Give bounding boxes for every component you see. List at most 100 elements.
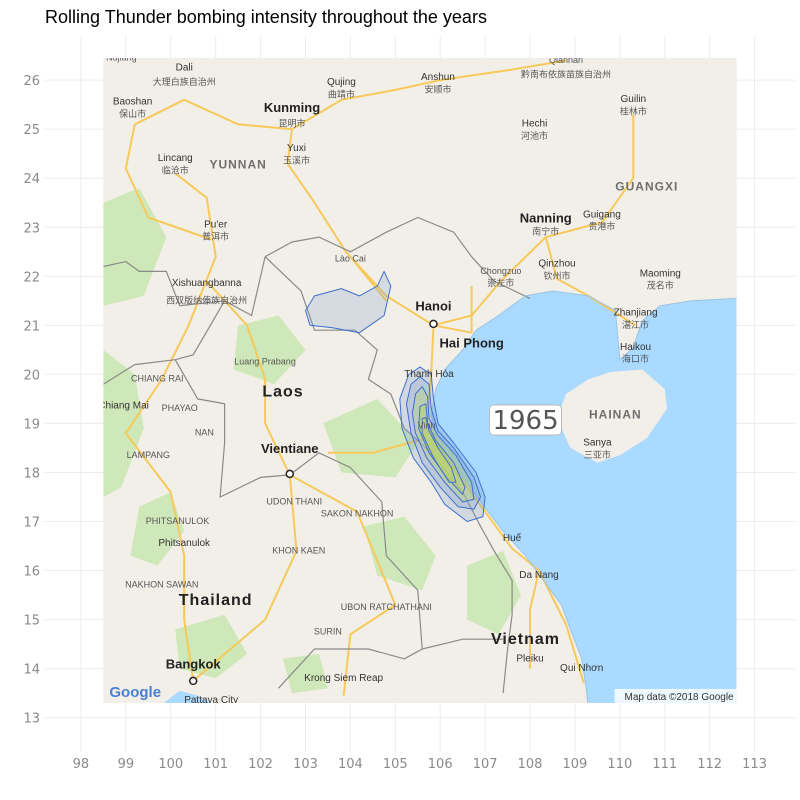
attribution-background — [614, 688, 737, 703]
place-label: Guilin — [621, 94, 647, 105]
place-label: Chiang Mai — [98, 401, 149, 412]
place-label: Vientiane — [261, 441, 319, 456]
place-label: 南宁市 — [532, 226, 559, 237]
y-tick-label: 16 — [23, 565, 40, 580]
place-label: NAKHON SAWAN — [125, 580, 198, 590]
density-contour-level-2 — [406, 376, 482, 510]
place-label: 曲靖市 — [328, 88, 355, 99]
road — [134, 59, 567, 131]
place-label: Zhanjiang — [614, 308, 658, 319]
gulf-of-thailand — [163, 690, 212, 703]
place-label: KHON KAEN — [272, 545, 325, 555]
y-tick-label: 21 — [23, 319, 40, 334]
road — [544, 236, 637, 327]
place-label: Krong Siem Reap — [304, 673, 383, 684]
y-tick-label: 19 — [23, 417, 40, 432]
place-label: Vinh — [418, 420, 436, 430]
x-tick-label: 109 — [563, 757, 588, 772]
year-label-box — [489, 404, 563, 436]
place-label: CHIANG RAI — [131, 374, 184, 384]
vegetation-area — [130, 492, 185, 566]
place-label: Pattaya City — [184, 695, 238, 706]
place-label: Da Nang — [519, 570, 558, 581]
x-tick-label: 111 — [652, 757, 677, 772]
place-label: Thailand — [179, 592, 253, 609]
place-label: Luang Prabang — [234, 357, 296, 367]
place-label: Lincang — [158, 153, 193, 164]
road — [205, 280, 291, 476]
place-label: Xishuangbanna — [172, 278, 242, 289]
x-tick-label: 108 — [518, 757, 543, 772]
place-label: 普洱市 — [202, 231, 229, 242]
chart-title: Rolling Thunder bombing intensity throug… — [45, 7, 487, 27]
place-label: PHITSANULOK — [146, 516, 210, 526]
place-label: SURIN — [314, 626, 342, 636]
place-label: Vietnam — [491, 631, 560, 648]
country-border — [174, 300, 423, 689]
coastline — [430, 290, 737, 703]
place-label: 安顺市 — [424, 83, 451, 94]
hainan-island — [557, 369, 667, 463]
y-tick-label: 20 — [23, 368, 40, 383]
road — [192, 474, 298, 682]
x-tick-label: 110 — [607, 757, 632, 772]
google-logo: Google — [109, 684, 161, 701]
density-contour-level-5 — [421, 417, 457, 483]
place-label: Baoshan — [113, 97, 152, 108]
place-label: NAN — [195, 428, 214, 438]
road — [289, 474, 397, 696]
place-label: Laos — [262, 383, 303, 400]
place-label: Thanh Hóa — [404, 369, 454, 380]
place-label: Phitsanulok — [158, 538, 211, 549]
place-label: 贵港市 — [588, 221, 615, 232]
country-border — [264, 256, 513, 694]
x-tick-label: 112 — [697, 757, 722, 772]
place-label: Hechi — [522, 119, 548, 130]
country-border — [224, 256, 266, 317]
attribution-text: Map data ©2018 Google — [624, 692, 734, 703]
place-label: Qinzhou — [538, 258, 575, 269]
vegetation-area — [283, 653, 328, 694]
place-label: 崇左市 — [487, 277, 514, 288]
capital-marker — [188, 676, 198, 686]
country-border — [103, 359, 176, 385]
y-tick-label: 17 — [23, 516, 40, 531]
place-label: SAKON NAKHON — [321, 509, 394, 519]
place-label: Pleiku — [516, 653, 543, 664]
place-label: Pu'er — [204, 219, 228, 230]
place-label: YUNNAN — [209, 157, 266, 171]
place-label: 三亚市 — [584, 449, 611, 460]
road — [124, 172, 217, 682]
place-label: Qujing — [327, 77, 356, 88]
density-contour-level-4 — [418, 403, 466, 495]
place-label: Anshun — [421, 72, 455, 83]
place-label: 玉溪市 — [283, 155, 310, 166]
place-label: HAINAN — [589, 408, 642, 422]
x-tick-label: 104 — [338, 757, 363, 772]
road — [327, 437, 427, 454]
place-label: Qui Nhơn — [560, 663, 603, 674]
place-label: Dali — [176, 62, 193, 73]
year-label: 1965 — [492, 406, 558, 436]
y-tick-label: 15 — [23, 614, 40, 629]
place-label: 黔南布依族苗族自治州 — [521, 69, 611, 80]
x-tick-label: 99 — [118, 757, 135, 772]
x-tick-label: 103 — [293, 757, 318, 772]
x-tick-label: 102 — [248, 757, 273, 772]
x-tick-label: 105 — [383, 757, 408, 772]
place-label: Yuxi — [287, 143, 306, 154]
country-border — [422, 638, 504, 650]
place-label: 保山市 — [119, 108, 146, 119]
place-label: 临沧市 — [162, 164, 189, 175]
place-label: LAMPANG — [127, 450, 170, 460]
place-label: 西双版纳傣族自治州 — [166, 294, 247, 305]
density-contour-northwest — [305, 270, 392, 334]
y-tick-label: 18 — [23, 466, 40, 481]
place-label: Nanning — [520, 210, 572, 225]
y-tick-label: 14 — [23, 663, 40, 678]
y-tick-label: 22 — [23, 270, 40, 285]
vegetation-area — [175, 614, 248, 679]
place-label: Chongzuo — [480, 266, 521, 276]
y-tick-label: 24 — [23, 172, 40, 187]
x-tick-label: 98 — [73, 757, 90, 772]
